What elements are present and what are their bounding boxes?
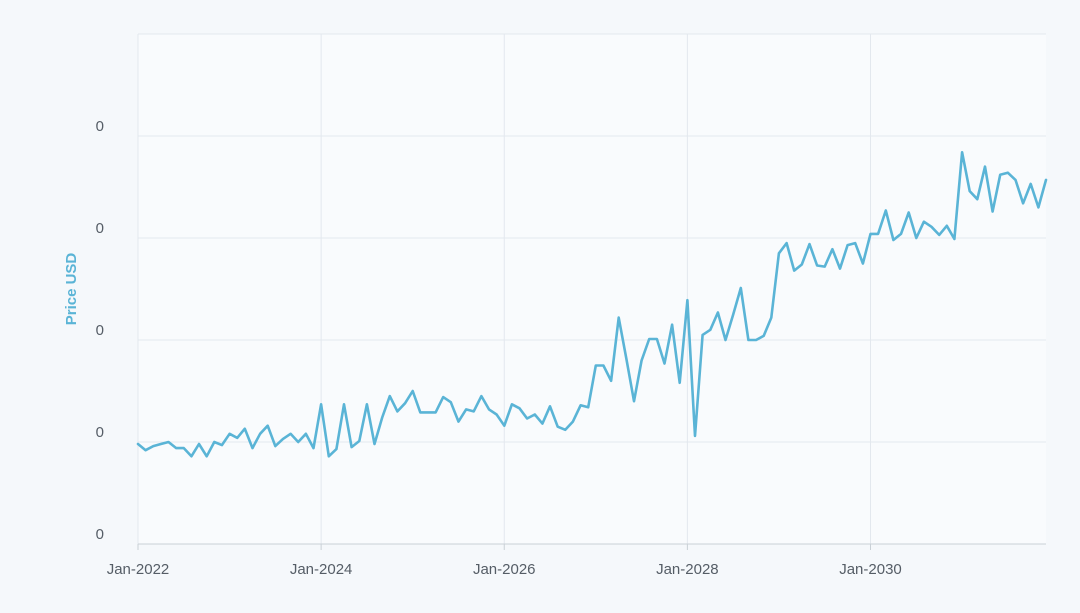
data-point[interactable]	[498, 420, 510, 432]
data-point[interactable]	[765, 312, 777, 324]
data-point[interactable]	[636, 354, 648, 366]
x-tick-label: Jan-2022	[107, 561, 170, 578]
data-point[interactable]	[567, 416, 579, 428]
x-tick-label: Jan-2024	[290, 561, 353, 578]
data-point[interactable]	[948, 233, 960, 245]
data-point[interactable]	[376, 412, 388, 424]
data-point[interactable]	[857, 258, 869, 270]
y-tick-labels: 0 0 0 0 0	[96, 118, 104, 543]
data-point[interactable]	[956, 146, 968, 158]
x-tick-label: Jan-2030	[839, 561, 902, 578]
y-tick-label: 0	[96, 118, 104, 135]
data-point[interactable]	[895, 228, 907, 240]
data-point[interactable]	[369, 438, 381, 450]
data-point[interactable]	[353, 435, 365, 447]
data-point[interactable]	[514, 402, 526, 414]
x-tick-labels: Jan-2022 Jan-2024 Jan-2026 Jan-2028 Jan-2030	[107, 561, 902, 578]
data-point[interactable]	[300, 428, 312, 440]
data-point[interactable]	[582, 401, 594, 413]
data-point[interactable]	[880, 205, 892, 217]
data-point[interactable]	[544, 400, 556, 412]
data-point[interactable]	[804, 238, 816, 250]
data-point[interactable]	[430, 406, 442, 418]
data-point[interactable]	[1017, 197, 1029, 209]
data-point[interactable]	[674, 377, 686, 389]
data-point[interactable]	[201, 450, 213, 462]
data-point[interactable]	[216, 439, 228, 451]
data-point[interactable]	[1010, 174, 1022, 186]
data-point[interactable]	[758, 330, 770, 342]
data-point[interactable]	[796, 259, 808, 271]
data-point[interactable]	[987, 206, 999, 218]
data-point[interactable]	[735, 282, 747, 294]
data-point[interactable]	[613, 312, 625, 324]
y-tick-label: 0	[96, 526, 104, 543]
data-point[interactable]	[681, 294, 693, 306]
grid-lines	[137, 33, 1046, 545]
data-point[interactable]	[781, 237, 793, 249]
data-point[interactable]	[704, 324, 716, 336]
data-point[interactable]	[826, 243, 838, 255]
data-point[interactable]	[453, 416, 465, 428]
y-axis-title: Price USD	[63, 253, 80, 326]
data-point[interactable]	[308, 442, 320, 454]
data-point[interactable]	[910, 232, 922, 244]
data-point[interactable]	[628, 395, 640, 407]
data-point[interactable]	[849, 237, 861, 249]
data-point[interactable]	[903, 207, 915, 219]
data-point[interactable]	[1025, 178, 1037, 190]
data-point[interactable]	[971, 193, 983, 205]
data-point[interactable]	[262, 420, 274, 432]
data-point[interactable]	[651, 333, 663, 345]
data-point[interactable]	[689, 430, 701, 442]
data-point[interactable]	[315, 398, 327, 410]
data-point[interactable]	[620, 352, 632, 364]
axes	[137, 543, 1046, 550]
data-point[interactable]	[1040, 174, 1052, 186]
data-point[interactable]	[727, 309, 739, 321]
data-point[interactable]	[773, 247, 785, 259]
data-point[interactable]	[338, 398, 350, 410]
data-point[interactable]	[872, 228, 884, 240]
plot-background	[138, 34, 1046, 544]
data-point[interactable]	[361, 398, 373, 410]
data-point[interactable]	[407, 385, 419, 397]
data-point[interactable]	[941, 220, 953, 232]
y-tick-label: 0	[96, 322, 104, 339]
series-layer	[136, 151, 1048, 458]
data-point[interactable]	[231, 432, 243, 444]
data-point[interactable]	[979, 161, 991, 173]
data-point[interactable]	[712, 307, 724, 319]
data-point[interactable]	[834, 263, 846, 275]
data-point[interactable]	[605, 375, 617, 387]
data-point[interactable]	[193, 438, 205, 450]
x-tick-label: Jan-2028	[656, 561, 719, 578]
y-tick-label: 0	[96, 424, 104, 441]
data-point[interactable]	[384, 390, 396, 402]
data-point[interactable]	[239, 423, 251, 435]
data-point[interactable]	[247, 442, 259, 454]
data-point[interactable]	[475, 390, 487, 402]
y-tick-label: 0	[96, 220, 104, 237]
data-point[interactable]	[185, 450, 197, 462]
data-point[interactable]	[597, 360, 609, 372]
data-point[interactable]	[491, 409, 503, 421]
data-point[interactable]	[1032, 201, 1044, 213]
data-point[interactable]	[399, 397, 411, 409]
data-point[interactable]	[536, 418, 548, 430]
data-point[interactable]	[666, 319, 678, 331]
data-point[interactable]	[468, 405, 480, 417]
data-point[interactable]	[330, 443, 342, 455]
data-point[interactable]	[720, 334, 732, 346]
data-point[interactable]	[659, 358, 671, 370]
x-tick-label: Jan-2026	[473, 561, 536, 578]
series-line	[136, 151, 1048, 458]
data-point[interactable]	[445, 396, 457, 408]
data-point[interactable]	[819, 261, 831, 273]
